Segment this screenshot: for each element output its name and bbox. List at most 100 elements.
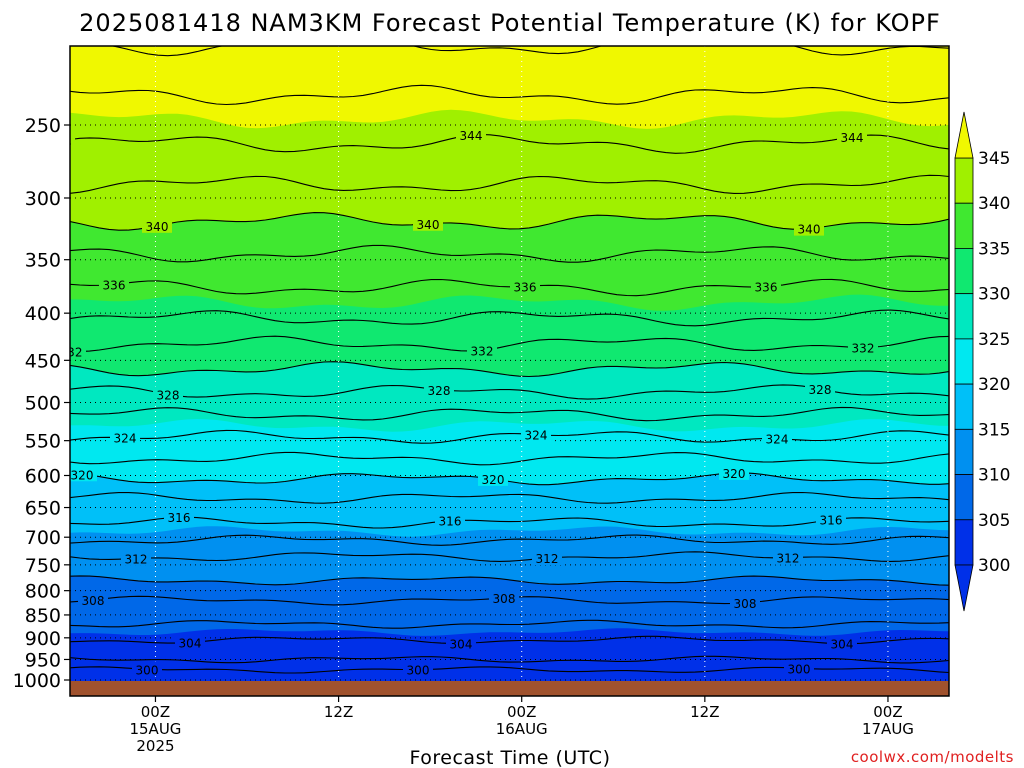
- x-tick-label: 17AUG: [862, 720, 914, 738]
- contour-label-bg: [478, 470, 508, 486]
- colorbar-label: 345: [978, 149, 1010, 169]
- contour-label-bg: [751, 278, 781, 294]
- contour-line-328: [70, 384, 949, 400]
- colorbar-swatch: [954, 338, 974, 385]
- y-tick-label: 750: [25, 555, 61, 577]
- credit-text: coolwx.com/modelts: [851, 748, 1014, 766]
- contour-label: 300: [136, 663, 159, 677]
- contour-label: 304: [450, 637, 473, 651]
- contour-label: 324: [525, 429, 548, 443]
- ground-strip-fill: [70, 681, 949, 696]
- contour-label: 304: [179, 637, 202, 651]
- contour-label-bg: [175, 634, 205, 650]
- x-tick-label: 00Z: [507, 703, 536, 721]
- contour-label-bg: [848, 339, 878, 355]
- plot-frame: [69, 45, 950, 697]
- contour-label-bg: [413, 215, 443, 231]
- x-tick-label: 12Z: [690, 703, 719, 721]
- colorbar-label: 335: [978, 239, 1010, 259]
- colorbar-label: 325: [978, 330, 1010, 350]
- contour-line-326: [70, 406, 949, 422]
- y-tick-label: 650: [25, 498, 61, 520]
- contour-label: 312: [777, 552, 800, 566]
- colorbar-swatch: [954, 293, 974, 340]
- contour-line-316: [70, 516, 949, 529]
- contour-line-324: [70, 429, 949, 444]
- y-tick-label: 500: [25, 393, 61, 415]
- y-tick-label: 400: [25, 303, 61, 325]
- colorbar: 345 340 335 330 325 320 315 310 305 300: [954, 111, 1010, 612]
- contour-label: 344: [841, 131, 864, 145]
- contour-line-348: [110, 46, 949, 57]
- colorbar-swatch: [954, 428, 974, 475]
- contour-label: 300: [407, 664, 430, 678]
- contour-line-332: [70, 335, 949, 353]
- contour-label-bg: [70, 343, 86, 359]
- contour-label: 344: [49, 135, 72, 149]
- y-tick-label: 700: [25, 527, 61, 549]
- contour-label: 344: [460, 129, 483, 143]
- colorbar-swatch: [954, 519, 974, 566]
- contour-line-320: [70, 472, 949, 486]
- contour-label: 320: [482, 473, 505, 487]
- x-tick-label: 00Z: [141, 703, 170, 721]
- y-tick-label: 550: [25, 431, 61, 453]
- contour-label: 304: [831, 638, 854, 652]
- contour-label: 340: [798, 223, 821, 237]
- contour-label: 324: [114, 432, 137, 446]
- contour-line-342: [70, 174, 949, 194]
- y-tick-label: 350: [25, 250, 61, 272]
- contour-label-bg: [489, 589, 519, 605]
- contour-label-bg: [132, 661, 162, 677]
- ground-strip: [70, 681, 949, 696]
- colorbar-top-arrow: [954, 111, 974, 159]
- contour-label-bg: [837, 128, 867, 144]
- contour-label: 316: [439, 515, 462, 529]
- contour-line-302: [70, 655, 949, 664]
- band-above-345: [70, 46, 949, 129]
- x-tick-label: 16AUG: [496, 720, 548, 738]
- y-tick-label: 450: [25, 350, 61, 372]
- contour-label: 340: [417, 218, 440, 232]
- contour-label: 336: [755, 281, 778, 295]
- contour-label-bg: [446, 635, 476, 651]
- contour-label-bg: [730, 594, 760, 610]
- colorbar-bottom-arrow: [954, 564, 974, 612]
- contour-label: 320: [71, 468, 94, 482]
- contour-label: 300: [788, 662, 811, 676]
- colorbar-swatch: [954, 383, 974, 430]
- contour-label: 340: [146, 220, 169, 234]
- y-tick-label: 600: [25, 465, 61, 487]
- colorbar-swatch: [954, 474, 974, 521]
- contour-label: 312: [125, 552, 148, 566]
- contour-label-bg: [110, 429, 140, 445]
- contour-line-330: [70, 361, 949, 378]
- colorbar-label: 320: [978, 375, 1010, 395]
- contour-label: 312: [536, 552, 559, 566]
- colorbar-label: 300: [978, 556, 1010, 576]
- x-tick-label: 12Z: [324, 703, 353, 721]
- contour-line-322: [70, 451, 949, 466]
- contour-label-bg: [510, 278, 540, 294]
- contour-line-336: [70, 278, 949, 297]
- contour-line-334: [70, 309, 949, 327]
- contour-line-338: [70, 244, 949, 263]
- contour-line-310: [70, 575, 949, 586]
- contour-label: 308: [493, 592, 516, 606]
- contour-line-346: [70, 84, 949, 106]
- contour-label-bg: [121, 550, 151, 566]
- contour-label-bg: [773, 549, 803, 565]
- contour-line-344: [70, 133, 949, 154]
- contour-line-304: [70, 635, 949, 645]
- contour-label: 316: [820, 514, 843, 528]
- contour-label-bg: [784, 660, 814, 676]
- contour-label: 336: [514, 280, 537, 294]
- colorbar-swatch: [954, 202, 974, 249]
- y-tick-label: 1000: [13, 670, 61, 692]
- contour-label-bg: [816, 511, 846, 527]
- colorbar-label: 305: [978, 511, 1010, 531]
- colorbar-label: 330: [978, 285, 1010, 305]
- contour-label: 308: [734, 597, 757, 611]
